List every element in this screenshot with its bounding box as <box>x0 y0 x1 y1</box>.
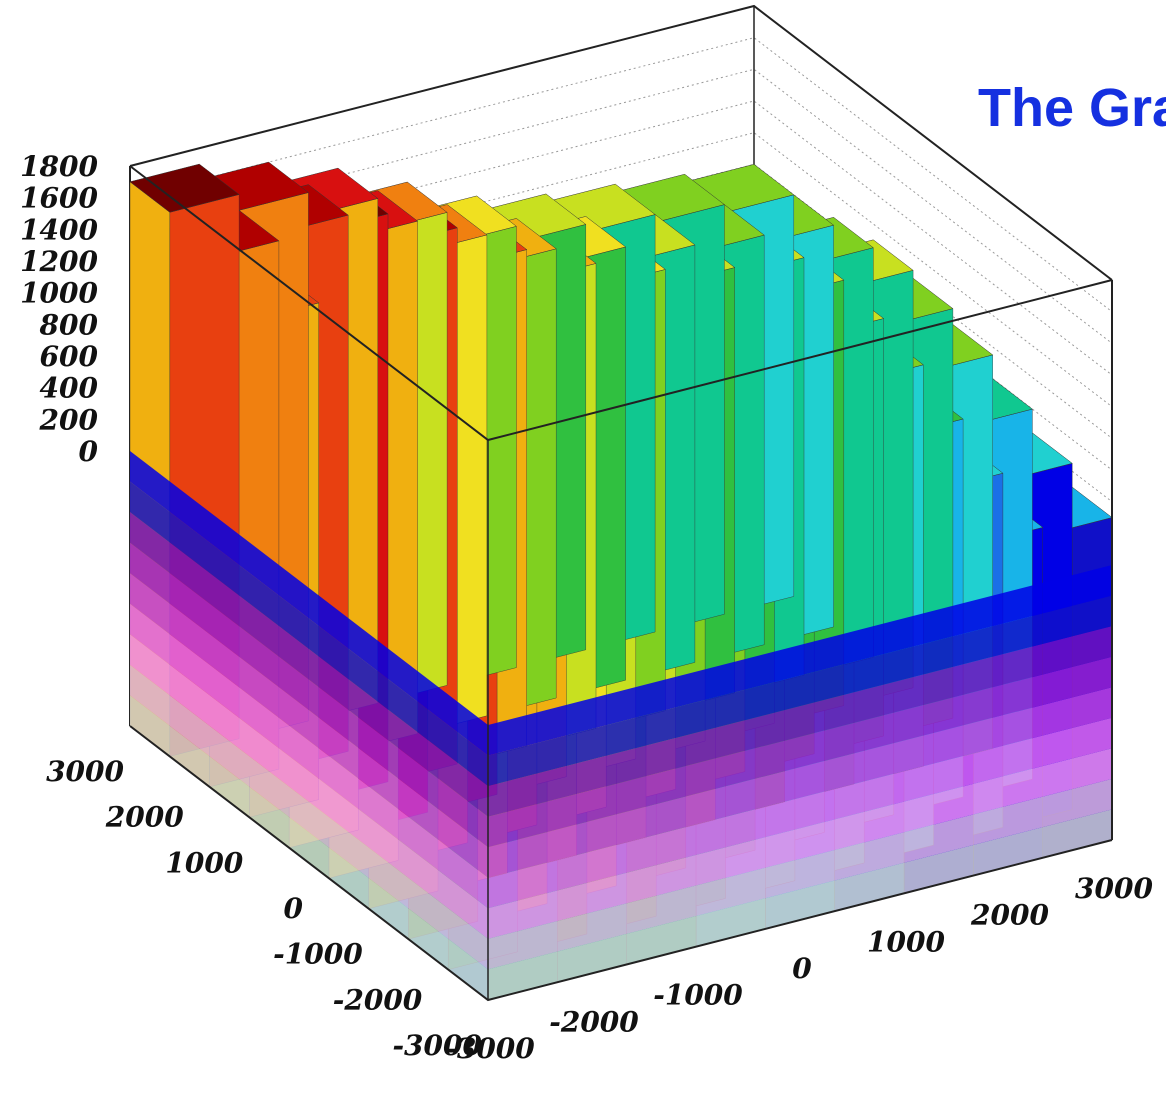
z-tick-label: 1000 <box>20 277 98 310</box>
z-tick-label: 1400 <box>20 213 98 246</box>
base-layer <box>130 451 488 756</box>
base-layer <box>488 626 1112 817</box>
base-layer <box>130 573 488 878</box>
bar-top <box>129 163 240 213</box>
x-tick-label: 3000 <box>1075 872 1153 905</box>
y-tick-label: -2000 <box>333 983 423 1016</box>
base-layer <box>488 809 1112 1000</box>
x-tick-label: -2000 <box>549 1005 639 1038</box>
base-layer <box>130 695 488 1000</box>
y-tick-label: -1000 <box>273 938 363 971</box>
z-tick-label: 600 <box>40 340 99 373</box>
z-tick-label: 1800 <box>20 150 98 183</box>
base-layer <box>488 717 1112 909</box>
chart-title: The Gra <box>978 78 1166 138</box>
x-tick-label: -3000 <box>445 1032 535 1065</box>
base-layer <box>130 664 488 970</box>
base-layer <box>488 656 1112 848</box>
x-axis-ticks: -3000 -2000 -1000 0 1000 2000 3000 <box>445 872 1153 1065</box>
base-layer <box>130 542 488 848</box>
base-layer <box>488 748 1112 939</box>
y-tick-label: -3000 <box>392 1029 482 1062</box>
y-tick-label: 3000 <box>46 755 124 788</box>
z-tick-label: 800 <box>39 308 99 341</box>
z-tick-label: 400 <box>40 372 99 405</box>
y-tick-label: 1000 <box>165 846 243 879</box>
x-tick-label: 0 <box>792 952 812 985</box>
base-layer <box>488 595 1112 787</box>
front-frame <box>129 165 1113 1002</box>
y-tick-label: 2000 <box>105 801 184 834</box>
z-tick-label: 0 <box>79 435 99 468</box>
base-layer <box>130 603 488 909</box>
base-layer <box>488 565 1112 756</box>
lego-bars <box>129 161 1113 1001</box>
x-tick-label: 2000 <box>970 899 1049 932</box>
y-tick-label: 0 <box>284 892 304 925</box>
base-layer <box>488 687 1112 878</box>
frame-edge <box>129 165 1113 442</box>
base-layer <box>130 481 488 787</box>
x-tick-label: -1000 <box>653 979 743 1012</box>
z-tick-label: 200 <box>39 403 99 436</box>
x-tick-label: 1000 <box>867 925 945 958</box>
base-layer <box>130 634 488 939</box>
base-layer <box>488 778 1112 970</box>
y-axis-ticks: 3000 2000 1000 0 -1000 -2000 -3000 <box>46 755 482 1062</box>
z-tick-label: 1200 <box>20 245 98 278</box>
z-tick-label: 1600 <box>20 182 98 215</box>
base-layer <box>130 512 488 817</box>
